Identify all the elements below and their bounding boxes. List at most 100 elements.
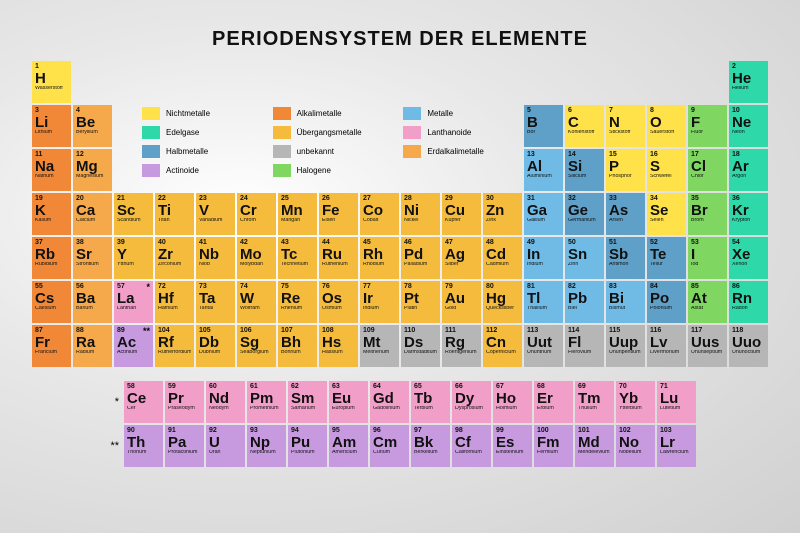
element-Kr: 36KrKrypton xyxy=(729,193,768,235)
element-O: 8OSauerstoff xyxy=(647,105,686,147)
element-Cr: 24CrChrom xyxy=(237,193,276,235)
element-Au: 79AuGold xyxy=(442,281,481,323)
element-B: 5BBor xyxy=(524,105,563,147)
element-symbol: Cs xyxy=(35,291,68,306)
element-symbol: Tm xyxy=(578,391,611,406)
element-Cd: 48CdCadmium xyxy=(483,237,522,279)
series-marker: * xyxy=(146,283,150,292)
atomic-number: 111 xyxy=(445,327,478,334)
element-Ga: 31GaGallium xyxy=(524,193,563,235)
atomic-number: 29 xyxy=(445,195,478,202)
element-Uut: 113UutUnuntrium xyxy=(524,325,563,367)
element-symbol: Th xyxy=(127,435,160,450)
element-name: Bismut xyxy=(609,306,642,311)
element-name: Promethium xyxy=(250,406,283,411)
element-name: Meitnerium xyxy=(363,350,396,355)
element-Sg: 106SgSeaborgium xyxy=(237,325,276,367)
element-Si: 14SiSilicium xyxy=(565,149,604,191)
element-name: Ununtrium xyxy=(527,350,560,355)
element-symbol: Ni xyxy=(404,203,437,218)
element-name: Fermium xyxy=(537,450,570,455)
atomic-number: 49 xyxy=(527,239,560,246)
element-Cn: 112CnCopernicium xyxy=(483,325,522,367)
element-Ag: 47AgSilber xyxy=(442,237,481,279)
element-Tc: 43TcTechnetium xyxy=(278,237,317,279)
element-name: Silicium xyxy=(568,174,601,179)
element-symbol: Ti xyxy=(158,203,191,218)
element-symbol: Tb xyxy=(414,391,447,406)
atomic-number: 104 xyxy=(158,327,191,334)
element-Cm: 96CmCurium xyxy=(370,425,409,467)
element-name: Vanadium xyxy=(199,218,232,223)
legend-item-actinoide: Actinoide xyxy=(142,164,261,177)
atomic-number: 81 xyxy=(527,283,560,290)
atomic-number: 66 xyxy=(455,383,488,390)
element-symbol: Ge xyxy=(568,203,601,218)
element-symbol: Pu xyxy=(291,435,324,450)
atomic-number: 98 xyxy=(455,427,488,434)
atomic-number: 55 xyxy=(35,283,68,290)
element-Pb: 82PbBlei xyxy=(565,281,604,323)
element-Rf: 104RfRutherfordium xyxy=(155,325,194,367)
element-symbol: Rf xyxy=(158,335,191,350)
legend-swatch xyxy=(142,164,160,177)
element-name: Magnesium xyxy=(76,174,109,179)
element-Sb: 51SbAntimon xyxy=(606,237,645,279)
atomic-number: 75 xyxy=(281,283,314,290)
atomic-number: 63 xyxy=(332,383,365,390)
element-name: Natrium xyxy=(35,174,68,179)
atomic-number: 118 xyxy=(732,327,765,334)
element-name: Krypton xyxy=(732,218,765,223)
element-symbol: Ta xyxy=(199,291,232,306)
element-symbol: Fe xyxy=(322,203,355,218)
element-Ru: 44RuRuthenium xyxy=(319,237,358,279)
element-name: Stickstoff xyxy=(609,130,642,135)
atomic-number: 69 xyxy=(578,383,611,390)
legend-label: Erdalkalimetalle xyxy=(427,147,483,156)
element-symbol: Ne xyxy=(732,115,765,130)
element-symbol: Hf xyxy=(158,291,191,306)
atomic-number: 65 xyxy=(414,383,447,390)
element-C: 6CKohlenstoff xyxy=(565,105,604,147)
element-symbol: Ra xyxy=(76,335,109,350)
atomic-number: 96 xyxy=(373,427,406,434)
element-symbol: Xe xyxy=(732,247,765,262)
atomic-number: 86 xyxy=(732,283,765,290)
atomic-number: 56 xyxy=(76,283,109,290)
element-symbol: Es xyxy=(496,435,529,450)
atomic-number: 90 xyxy=(127,427,160,434)
element-symbol: Cn xyxy=(486,335,519,350)
element-symbol: Tc xyxy=(281,247,314,262)
legend-item-alkalimetalle: Alkalimetalle xyxy=(273,107,392,120)
element-Tm: 69TmThulium xyxy=(575,381,614,423)
element-name: Nobelium xyxy=(619,450,652,455)
atomic-number: 3 xyxy=(35,107,68,114)
atomic-number: 42 xyxy=(240,239,273,246)
element-He: 2HeHelium xyxy=(729,61,768,103)
element-Ir: 77IrIridium xyxy=(360,281,399,323)
element-symbol: Mt xyxy=(363,335,396,350)
atomic-number: 36 xyxy=(732,195,765,202)
element-symbol: Lr xyxy=(660,435,693,450)
element-name: Titan xyxy=(158,218,191,223)
element-Na: 11NaNatrium xyxy=(32,149,71,191)
element-I: 53IIod xyxy=(688,237,727,279)
element-name: Barium xyxy=(76,306,109,311)
element-symbol: Rn xyxy=(732,291,765,306)
atomic-number: 116 xyxy=(650,327,683,334)
element-Lv: 116LvLivermorium xyxy=(647,325,686,367)
atomic-number: 58 xyxy=(127,383,160,390)
element-symbol: I xyxy=(691,247,724,262)
legend: NichtmetalleAlkalimetalleMetalleEdelgase… xyxy=(142,107,522,177)
element-symbol: Bk xyxy=(414,435,447,450)
atomic-number: 107 xyxy=(281,327,314,334)
element-symbol: Sr xyxy=(76,247,109,262)
element-symbol: Mo xyxy=(240,247,273,262)
element-symbol: Bi xyxy=(609,291,642,306)
element-symbol: Sg xyxy=(240,335,273,350)
element-symbol: Zn xyxy=(486,203,519,218)
atomic-number: 110 xyxy=(404,327,437,334)
element-name: Actinium xyxy=(117,350,150,355)
element-name: Palladium xyxy=(404,262,437,267)
element-Re: 75ReRhenium xyxy=(278,281,317,323)
